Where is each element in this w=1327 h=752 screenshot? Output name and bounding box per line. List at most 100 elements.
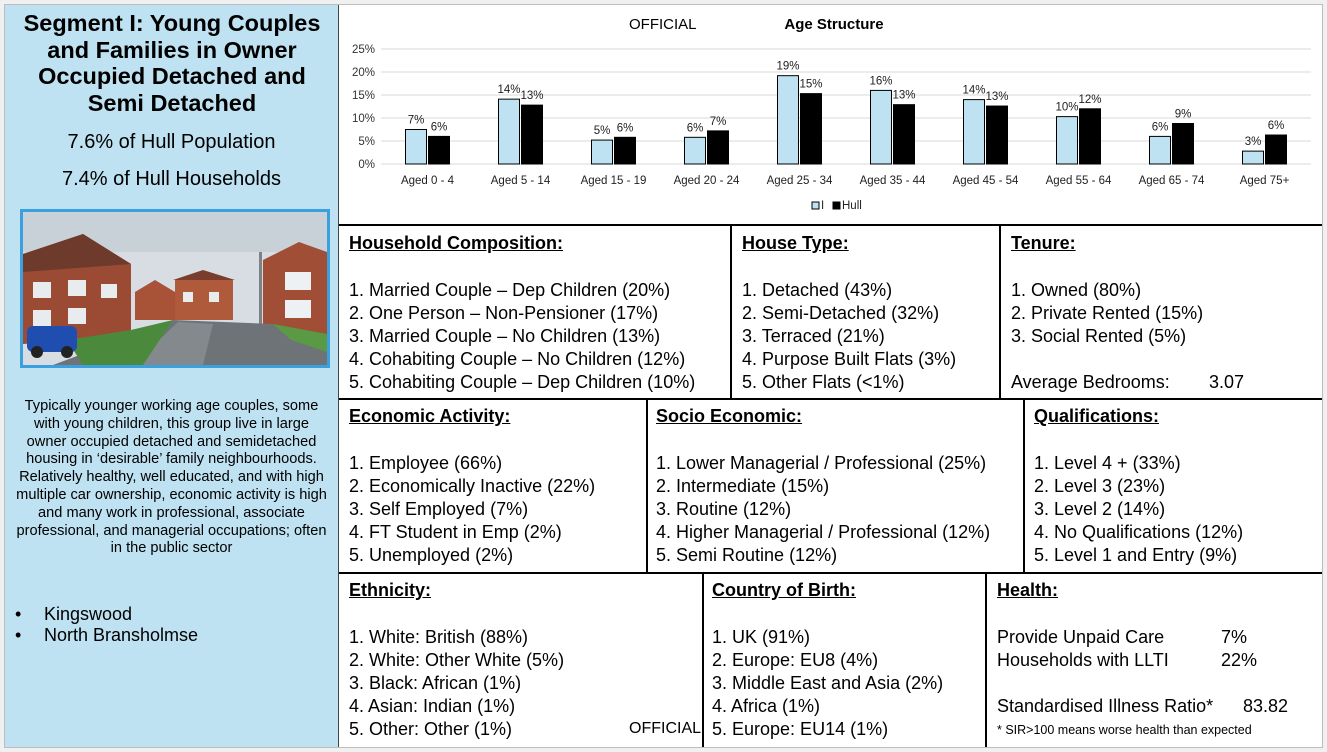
data-label: 13% [892, 90, 915, 102]
bar-hull [1172, 123, 1194, 165]
official-marking-top: OFFICIAL [629, 16, 697, 33]
list-item: 4. FT Student in Emp (2%) [349, 522, 562, 542]
bar-hull [614, 136, 636, 165]
divider [646, 398, 648, 574]
household-share: 7.4% of Hull Households [61, 168, 281, 190]
household-composition-title: Household Composition: [349, 233, 563, 253]
bar-hull [707, 130, 729, 165]
x-tick-label: Aged 55 - 64 [1046, 175, 1112, 187]
list-item: 4. No Qualifications (12%) [1034, 522, 1244, 542]
list-item: 2. Intermediate (15%) [656, 476, 830, 496]
legend-swatch [832, 201, 841, 210]
x-tick-label: Aged 45 - 54 [953, 175, 1019, 187]
data-label: 13% [520, 90, 543, 102]
bar-i [684, 136, 706, 165]
list-item: 2. Semi-Detached (32%) [742, 303, 940, 323]
socio-economic-title: Socio Economic: [656, 406, 803, 426]
sir-footnote: * SIR>100 means worse health than expect… [997, 723, 1252, 737]
list-item: 1. Married Couple – Dep Children (20%) [349, 280, 671, 300]
health-title: Health: [997, 580, 1059, 600]
unpaid-care-value: 7% [1221, 627, 1248, 647]
list-item: 5. Other: Other (1%) [349, 719, 513, 739]
divider [702, 572, 704, 747]
bar-hull [893, 104, 915, 165]
x-tick-label: Aged 0 - 4 [401, 175, 455, 187]
bar-i [777, 75, 799, 165]
bar-i [870, 89, 892, 165]
list-item: 3. Social Rented (5%) [1011, 326, 1187, 346]
divider [1023, 398, 1025, 574]
data-label: 14% [497, 84, 520, 96]
segment-page: Segment I: Young Couples and Families in… [4, 4, 1323, 748]
age-structure-svg: OFFICIAL Age Structure 0% 5% 10% 15% 20% 25% 7… [352, 16, 1311, 212]
area-list: Kingswood North Bransholmse [13, 604, 198, 646]
y-tick-label: 25% [352, 44, 375, 56]
list-item: 2. One Person – Non-Pensioner (17%) [349, 303, 659, 323]
data-label: 6% [1152, 121, 1169, 133]
list-item: 3. Terraced (21%) [742, 326, 885, 346]
bar-i [498, 98, 520, 165]
segment-sidebar: Segment I: Young Couples and Families in… [5, 5, 339, 747]
qualifications-panel: Qualifications: 1. Level 4 + (33%) 2. Le… [1034, 406, 1243, 567]
age-structure-chart: OFFICIAL Age Structure 0% 5% 10% 15% 20% 25% 7… [339, 5, 1322, 225]
area-item: Kingswood [13, 604, 198, 625]
bar-hull [1265, 134, 1287, 165]
sir-label: Standardised Illness Ratio* [997, 696, 1214, 716]
tenure-title: Tenure: [1011, 233, 1076, 253]
country-of-birth-panel: Country of Birth: 1. UK (91%) 2. Europe:… [712, 580, 943, 741]
y-tick-label: 20% [352, 67, 375, 79]
legend-label: I [821, 200, 824, 212]
bar-i [405, 129, 427, 165]
bar-i [1242, 150, 1264, 165]
list-item: 1. UK (91%) [712, 627, 811, 647]
data-label: 19% [776, 61, 799, 73]
list-item: 1. Employee (66%) [349, 453, 503, 473]
y-tick-label: 10% [352, 113, 375, 125]
llti-value: 22% [1221, 650, 1258, 670]
list-item: 3. Middle East and Asia (2%) [712, 673, 944, 693]
list-item: 4. Asian: Indian (1%) [349, 696, 516, 716]
legend-label: Hull [842, 200, 862, 212]
street-photo-illustration [23, 212, 327, 365]
bar-i [1056, 116, 1078, 165]
list-item: 3. Married Couple – No Children (13%) [349, 326, 661, 346]
economic-activity-panel: Economic Activity: 1. Employee (66%) 2. … [349, 406, 595, 567]
y-tick-label: 15% [352, 90, 375, 102]
x-tick-label: Aged 65 - 74 [1139, 175, 1205, 187]
list-item: 1. Level 4 + (33%) [1034, 453, 1181, 473]
data-label: 16% [869, 75, 892, 87]
data-label: 15% [799, 79, 822, 91]
divider [339, 398, 1322, 400]
data-label: 5% [594, 125, 611, 137]
chart-title: Age Structure [784, 16, 883, 33]
bar-hull [521, 104, 543, 165]
street-photo [20, 209, 330, 368]
list-item: 2. Europe: EU8 (4%) [712, 650, 879, 670]
llti-label: Households with LLTI [997, 650, 1169, 670]
population-share: 7.6% of Hull Population [67, 131, 276, 153]
list-item: 5. Other Flats (<1%) [742, 372, 905, 392]
bar-i [591, 139, 613, 165]
data-label: 3% [1245, 136, 1262, 148]
list-item: 4. Higher Managerial / Professional (12%… [656, 522, 991, 542]
list-item: 3. Black: African (1%) [349, 673, 522, 693]
divider [339, 224, 1322, 226]
bar-hull [986, 105, 1008, 165]
list-item: 5. Europe: EU14 (1%) [712, 719, 889, 739]
country-of-birth-title: Country of Birth: [712, 580, 856, 600]
qualifications-title: Qualifications: [1034, 406, 1160, 426]
data-label: 6% [1268, 120, 1285, 132]
ethnicity-title: Ethnicity: [349, 580, 432, 600]
y-tick-label: 5% [358, 136, 375, 148]
sir-value: 83.82 [1243, 696, 1289, 716]
list-item: 4. Africa (1%) [712, 696, 821, 716]
list-item: 1. White: British (88%) [349, 627, 529, 647]
divider [730, 224, 732, 400]
x-tick-label: Aged 75+ [1240, 175, 1290, 187]
divider [999, 224, 1001, 400]
bar-hull [1079, 108, 1101, 165]
bar-hull [800, 93, 822, 165]
list-item: 2. Private Rented (15%) [1011, 303, 1204, 323]
list-item: 5. Level 1 and Entry (9%) [1034, 545, 1238, 565]
segment-title: Segment I: Young Couples and Families in… [23, 10, 321, 116]
